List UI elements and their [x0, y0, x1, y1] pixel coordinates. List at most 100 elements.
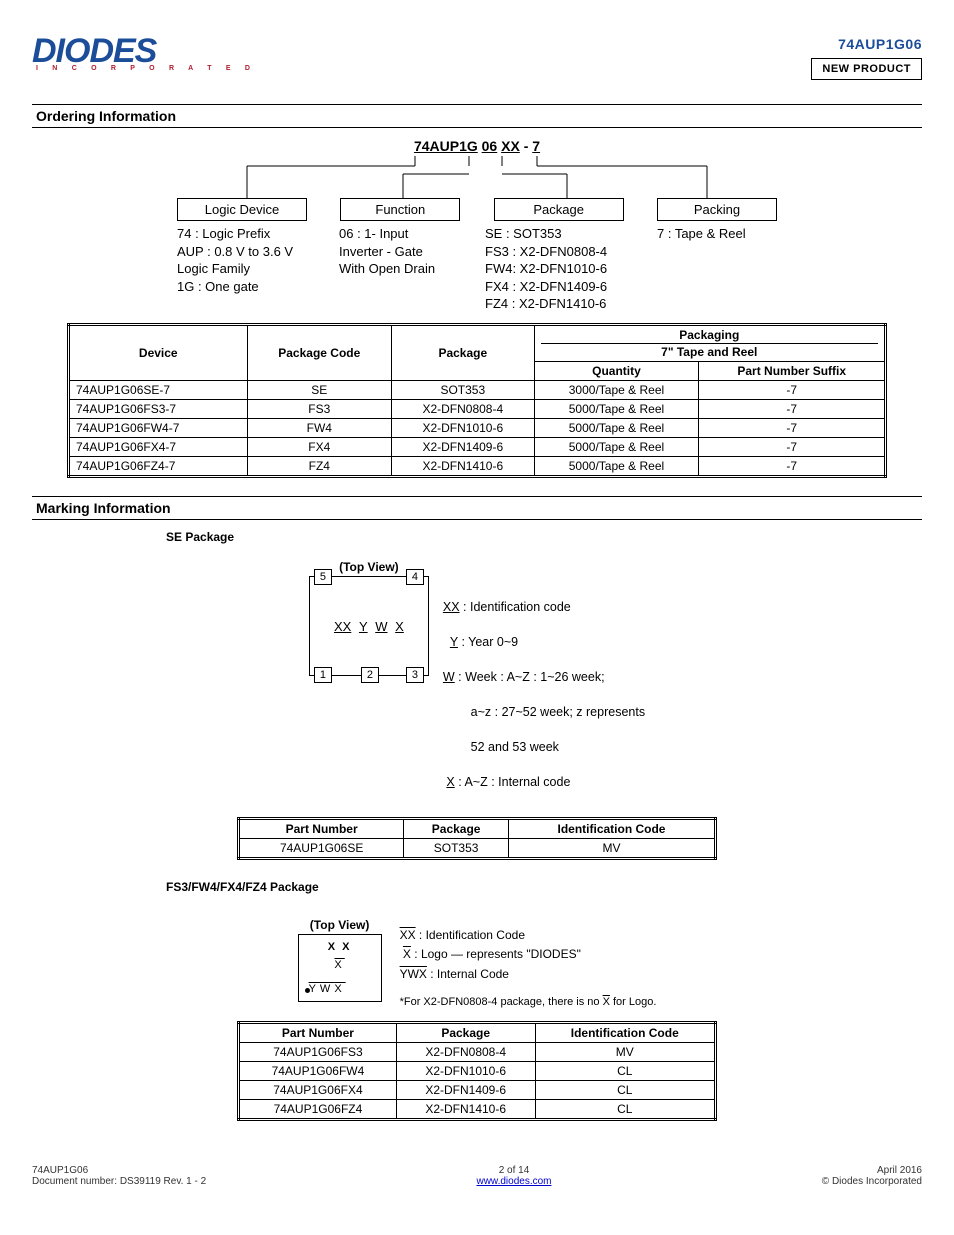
table-cell: FX4	[247, 437, 392, 456]
table-cell: 74AUP1G06FS3	[239, 1043, 397, 1062]
marking-dfn-table: Part Number Package Identification Code …	[237, 1021, 717, 1121]
table-cell: 5000/Tape & Reel	[534, 418, 699, 437]
ordering-column-descriptions: 74 : Logic Prefix AUP : 0.8 V to 3.6 V L…	[177, 225, 777, 313]
table-cell: SOT353	[404, 839, 509, 859]
table-cell: 74AUP1G06FZ4-7	[69, 456, 248, 476]
col-label-packing: Packing	[657, 198, 777, 221]
pin-5: 5	[314, 569, 332, 585]
top-view-label-2: (Top View)	[298, 918, 382, 932]
code-xx: XX	[332, 619, 353, 634]
dfn-mid-code: X	[299, 959, 381, 971]
th-id-code: Identification Code	[508, 819, 715, 839]
ordering-diagram: 74AUP1G 06 XX - 7 Logic Device Function …	[177, 138, 777, 313]
table-cell: X2-DFN1010-6	[396, 1062, 535, 1081]
table-cell: -7	[699, 418, 886, 437]
diodes-logo: DIODES I N C O R P O R A T E D	[32, 36, 256, 72]
ordering-table: Device Package Code Package Packaging 7"…	[67, 323, 887, 478]
table-cell: X2-DFN0808-4	[392, 399, 534, 418]
table-cell: 74AUP1G06SE	[239, 839, 404, 859]
marking-se-table: Part Number Package Identification Code …	[237, 817, 717, 860]
th-device: Device	[69, 324, 248, 380]
code-part-function: 06	[482, 138, 498, 154]
table-cell: MV	[508, 839, 715, 859]
th-package2: Package	[404, 819, 509, 839]
ordering-code: 74AUP1G 06 XX - 7	[177, 138, 777, 154]
table-row: 74AUP1G06FX4X2-DFN1409-6CL	[239, 1081, 716, 1100]
col-desc-packing: 7 : Tape & Reel	[657, 225, 777, 313]
table-row: 74AUP1G06SE-7SESOT3533000/Tape & Reel-7	[69, 380, 886, 399]
table-cell: FZ4	[247, 456, 392, 476]
col-desc-device: 74 : Logic Prefix AUP : 0.8 V to 3.6 V L…	[177, 225, 337, 313]
code-part-package: XX	[501, 138, 520, 154]
marking-se-title: SE Package	[166, 530, 948, 544]
code-dash: -	[524, 138, 529, 154]
th-id-code-2: Identification Code	[535, 1023, 716, 1043]
col-label-device: Logic Device	[177, 198, 307, 221]
table-cell: -7	[699, 437, 886, 456]
header-right: 74AUP1G06 NEW PRODUCT	[811, 36, 922, 80]
table-cell: CL	[535, 1062, 716, 1081]
table-row: 74AUP1G06FS3X2-DFN0808-4MV	[239, 1043, 716, 1062]
table-cell: 3000/Tape & Reel	[534, 380, 699, 399]
dfn-top-code: X X	[299, 941, 381, 953]
package-center-code: XX Y W X	[310, 619, 428, 634]
dfn-bot-codes: YWX	[309, 983, 346, 995]
marking-dfn-title: FS3/FW4/FX4/FZ4 Package	[166, 880, 948, 894]
pin-2: 2	[361, 667, 379, 683]
code-x: X	[393, 619, 406, 634]
table-row: 74AUP1G06FW4X2-DFN1010-6CL	[239, 1062, 716, 1081]
th-tape-reel: 7" Tape and Reel	[661, 345, 757, 359]
package-outline: 5 4 1 2 3 XX Y W X	[309, 576, 429, 676]
th-package-code: Package Code	[247, 324, 392, 380]
section-marking-title: Marking Information	[32, 496, 922, 520]
th-packaging: Packaging	[541, 328, 878, 344]
new-product-badge: NEW PRODUCT	[811, 58, 922, 80]
table-cell: X2-DFN1409-6	[396, 1081, 535, 1100]
table-cell: SE	[247, 380, 392, 399]
table-cell: CL	[535, 1081, 716, 1100]
page-header: DIODES I N C O R P O R A T E D 74AUP1G06…	[6, 0, 948, 86]
table-cell: 74AUP1G06FZ4	[239, 1100, 397, 1120]
code-y: Y	[357, 619, 370, 634]
code-part-packing: 7	[532, 138, 540, 154]
table-row: 74AUP1G06SESOT353MV	[239, 839, 716, 859]
table-cell: 74AUP1G06FW4	[239, 1062, 397, 1081]
col-label-package: Package	[494, 198, 624, 221]
logo-text: DIODES	[32, 36, 256, 67]
table-cell: 74AUP1G06FX4	[239, 1081, 397, 1100]
pin-1: 1	[314, 667, 332, 683]
page-footer: 74AUP1G06 Document number: DS39119 Rev. …	[6, 1141, 948, 1199]
table-cell: -7	[699, 456, 886, 476]
table-cell: CL	[535, 1100, 716, 1120]
table-cell: 74AUP1G06FW4-7	[69, 418, 248, 437]
table-row: 74AUP1G06FS3-7FS3X2-DFN0808-45000/Tape &…	[69, 399, 886, 418]
code-w: W	[373, 619, 389, 634]
footer-center: 2 of 14 www.diodes.com	[206, 1165, 822, 1187]
th-part-number: Part Number	[239, 819, 404, 839]
col-desc-package: SE : SOT353 FS3 : X2-DFN0808-4 FW4: X2-D…	[485, 225, 645, 313]
table-row: 74AUP1G06FZ4-7FZ4X2-DFN1410-65000/Tape &…	[69, 456, 886, 476]
table-cell: SOT353	[392, 380, 534, 399]
table-cell: -7	[699, 380, 886, 399]
ordering-connector-lines	[187, 156, 767, 200]
th-quantity: Quantity	[534, 361, 699, 380]
th-suffix: Part Number Suffix	[699, 361, 886, 380]
table-cell: -7	[699, 399, 886, 418]
footer-right: April 2016 © Diodes Incorporated	[822, 1165, 922, 1187]
marking-dfn-block: (Top View) X X X YWX XX : Identification…	[6, 918, 948, 1011]
marking-se-package-view: (Top View) 5 4 1 2 3 XX Y W X	[309, 560, 429, 676]
table-cell: X2-DFN1410-6	[396, 1100, 535, 1120]
table-cell: 5000/Tape & Reel	[534, 456, 699, 476]
table-cell: 74AUP1G06FS3-7	[69, 399, 248, 418]
marking-dfn-package-view: (Top View) X X X YWX	[298, 918, 382, 1002]
section-ordering-title: Ordering Information	[32, 104, 922, 128]
th-package-3: Package	[396, 1023, 535, 1043]
code-part-device: 74AUP1G	[414, 138, 478, 154]
website-link[interactable]: www.diodes.com	[476, 1176, 551, 1187]
marking-se-block: (Top View) 5 4 1 2 3 XX Y W X XX : Ident…	[6, 560, 948, 810]
th-package: Package	[392, 324, 534, 380]
table-cell: 5000/Tape & Reel	[534, 437, 699, 456]
table-cell: FS3	[247, 399, 392, 418]
table-row: 74AUP1G06FZ4X2-DFN1410-6CL	[239, 1100, 716, 1120]
marking-dfn-legend: XX : Identification Code X : Logo — repr…	[400, 926, 657, 1011]
